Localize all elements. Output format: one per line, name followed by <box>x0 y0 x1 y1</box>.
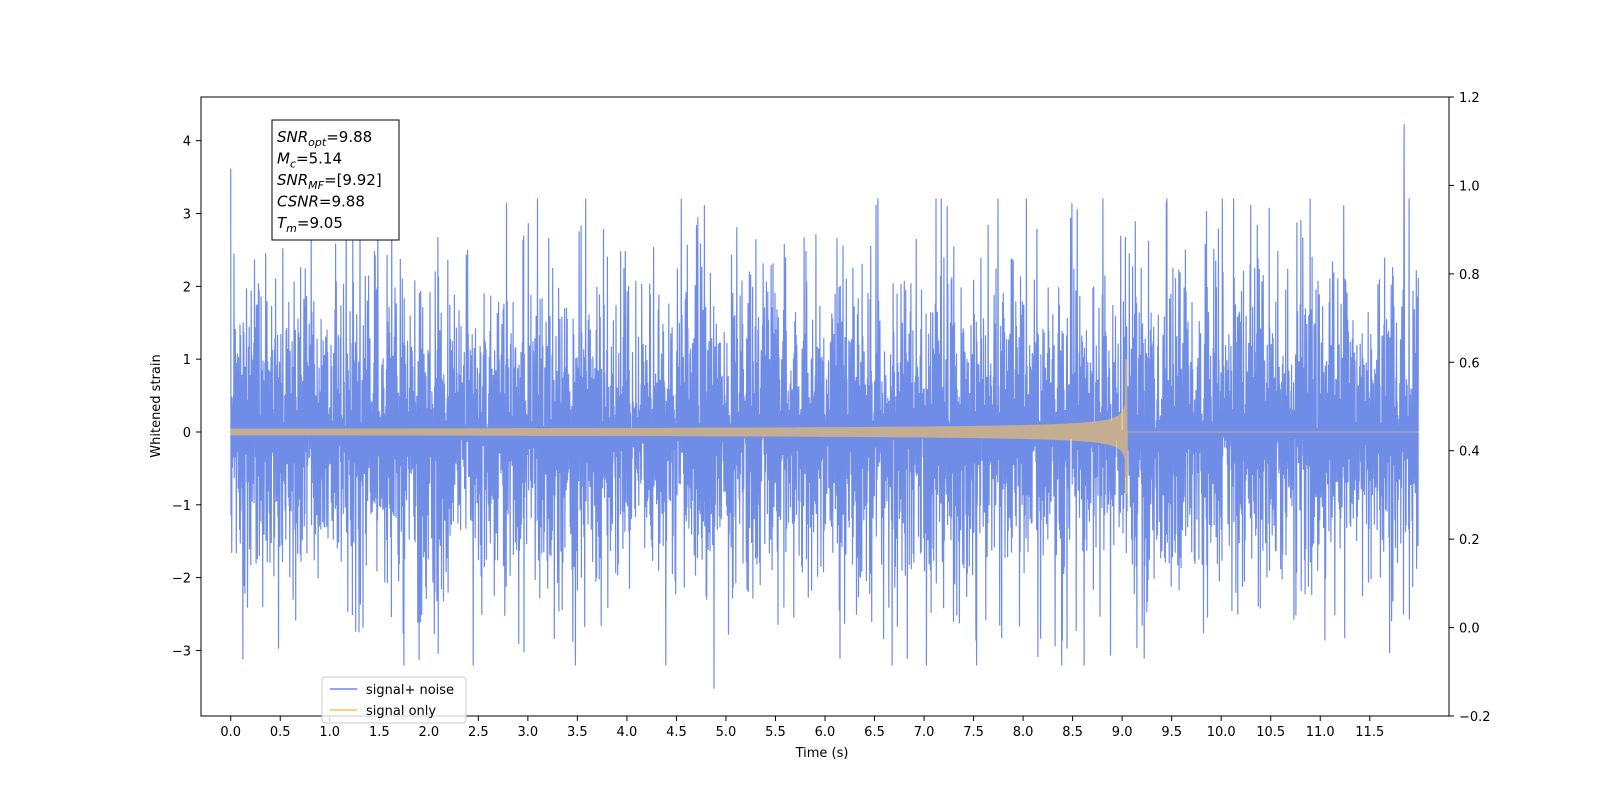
x-tick-label: 5.5 <box>765 725 786 740</box>
x-tick-label: 1.5 <box>369 725 390 740</box>
x-tick-label: 2.0 <box>418 725 439 740</box>
x-tick-label: 8.0 <box>1013 725 1034 740</box>
x-tick-label: 6.0 <box>815 725 836 740</box>
y-left-tick-label: 4 <box>183 135 191 150</box>
annotation-line: CSNR=9.88 <box>277 193 365 211</box>
y-right-tick-label: 1.0 <box>1459 179 1480 194</box>
y-right-tick-label: 0.2 <box>1459 533 1480 548</box>
x-tick-label: 0.0 <box>220 725 241 740</box>
annotation-line: SNRopt=9.88 <box>277 128 372 149</box>
x-tick-label: 1.0 <box>319 725 340 740</box>
x-tick-label: 9.0 <box>1112 725 1133 740</box>
series-line-signal-plus-noise <box>230 124 1419 689</box>
x-tick-label: 4.5 <box>666 725 687 740</box>
y-axis-left: −3 −2 −1 0 1 2 3 4 <box>172 135 201 659</box>
x-tick-label: 6.5 <box>864 725 885 740</box>
y-left-tick-label: 3 <box>183 208 191 223</box>
x-tick-label: 2.5 <box>468 725 489 740</box>
series-line-signal-only <box>230 359 1419 494</box>
annotation-line: Mc=5.14 <box>277 150 342 171</box>
legend-label-signal-plus-noise: signal+ noise <box>366 683 454 698</box>
legend-frame <box>321 676 467 724</box>
y-right-tick-label: 1.2 <box>1459 91 1480 106</box>
x-tick-label: 8.5 <box>1062 725 1083 740</box>
x-axis-label: Time (s) <box>795 746 849 761</box>
y-right-tick-label: 0.8 <box>1459 268 1480 283</box>
x-tick-label: 7.5 <box>963 725 984 740</box>
x-tick-label: 5.0 <box>716 725 737 740</box>
annotation-line: SNRMF=[9.92] <box>277 171 382 192</box>
legend: signal+ noise signal only <box>321 676 467 724</box>
x-tick-label: 11.5 <box>1355 725 1384 740</box>
x-tick-label: 9.5 <box>1161 725 1182 740</box>
x-tick-label: 3.0 <box>518 725 539 740</box>
y-axis-label: Whitened strain <box>149 354 164 457</box>
y-right-tick-label: 0.6 <box>1459 356 1480 371</box>
x-axis: 0.0 0.5 1.0 1.5 2.0 2.5 3.0 3.5 4.0 4.5 5.0 5.5 6.0 6… <box>220 716 1384 740</box>
x-tick-label: 0.5 <box>270 725 291 740</box>
y-left-tick-label: 2 <box>183 280 191 295</box>
y-right-tick-label: 0.0 <box>1459 622 1480 637</box>
annotation-frame <box>271 119 400 241</box>
y-left-tick-label: −3 <box>172 644 191 659</box>
y-left-tick-label: −2 <box>172 572 191 587</box>
y-right-tick-label: −0.2 <box>1459 710 1491 725</box>
x-tick-label: 11.0 <box>1306 725 1335 740</box>
legend-label-signal-only: signal only <box>366 704 436 719</box>
annotation-line: Tm=9.05 <box>277 214 343 235</box>
x-tick-label: 3.5 <box>567 725 588 740</box>
x-tick-label: 4.0 <box>617 725 638 740</box>
y-axis-right: −0.2 0.0 0.2 0.4 0.6 0.8 1.0 1.2 <box>1449 91 1491 725</box>
y-right-tick-label: 0.4 <box>1459 445 1480 460</box>
x-tick-label: 7.0 <box>914 725 935 740</box>
y-left-tick-label: −1 <box>172 499 191 514</box>
x-tick-label: 10.5 <box>1256 725 1285 740</box>
y-left-tick-label: 1 <box>183 353 191 368</box>
x-tick-label: 10.0 <box>1207 725 1236 740</box>
y-left-tick-label: 0 <box>183 426 191 441</box>
